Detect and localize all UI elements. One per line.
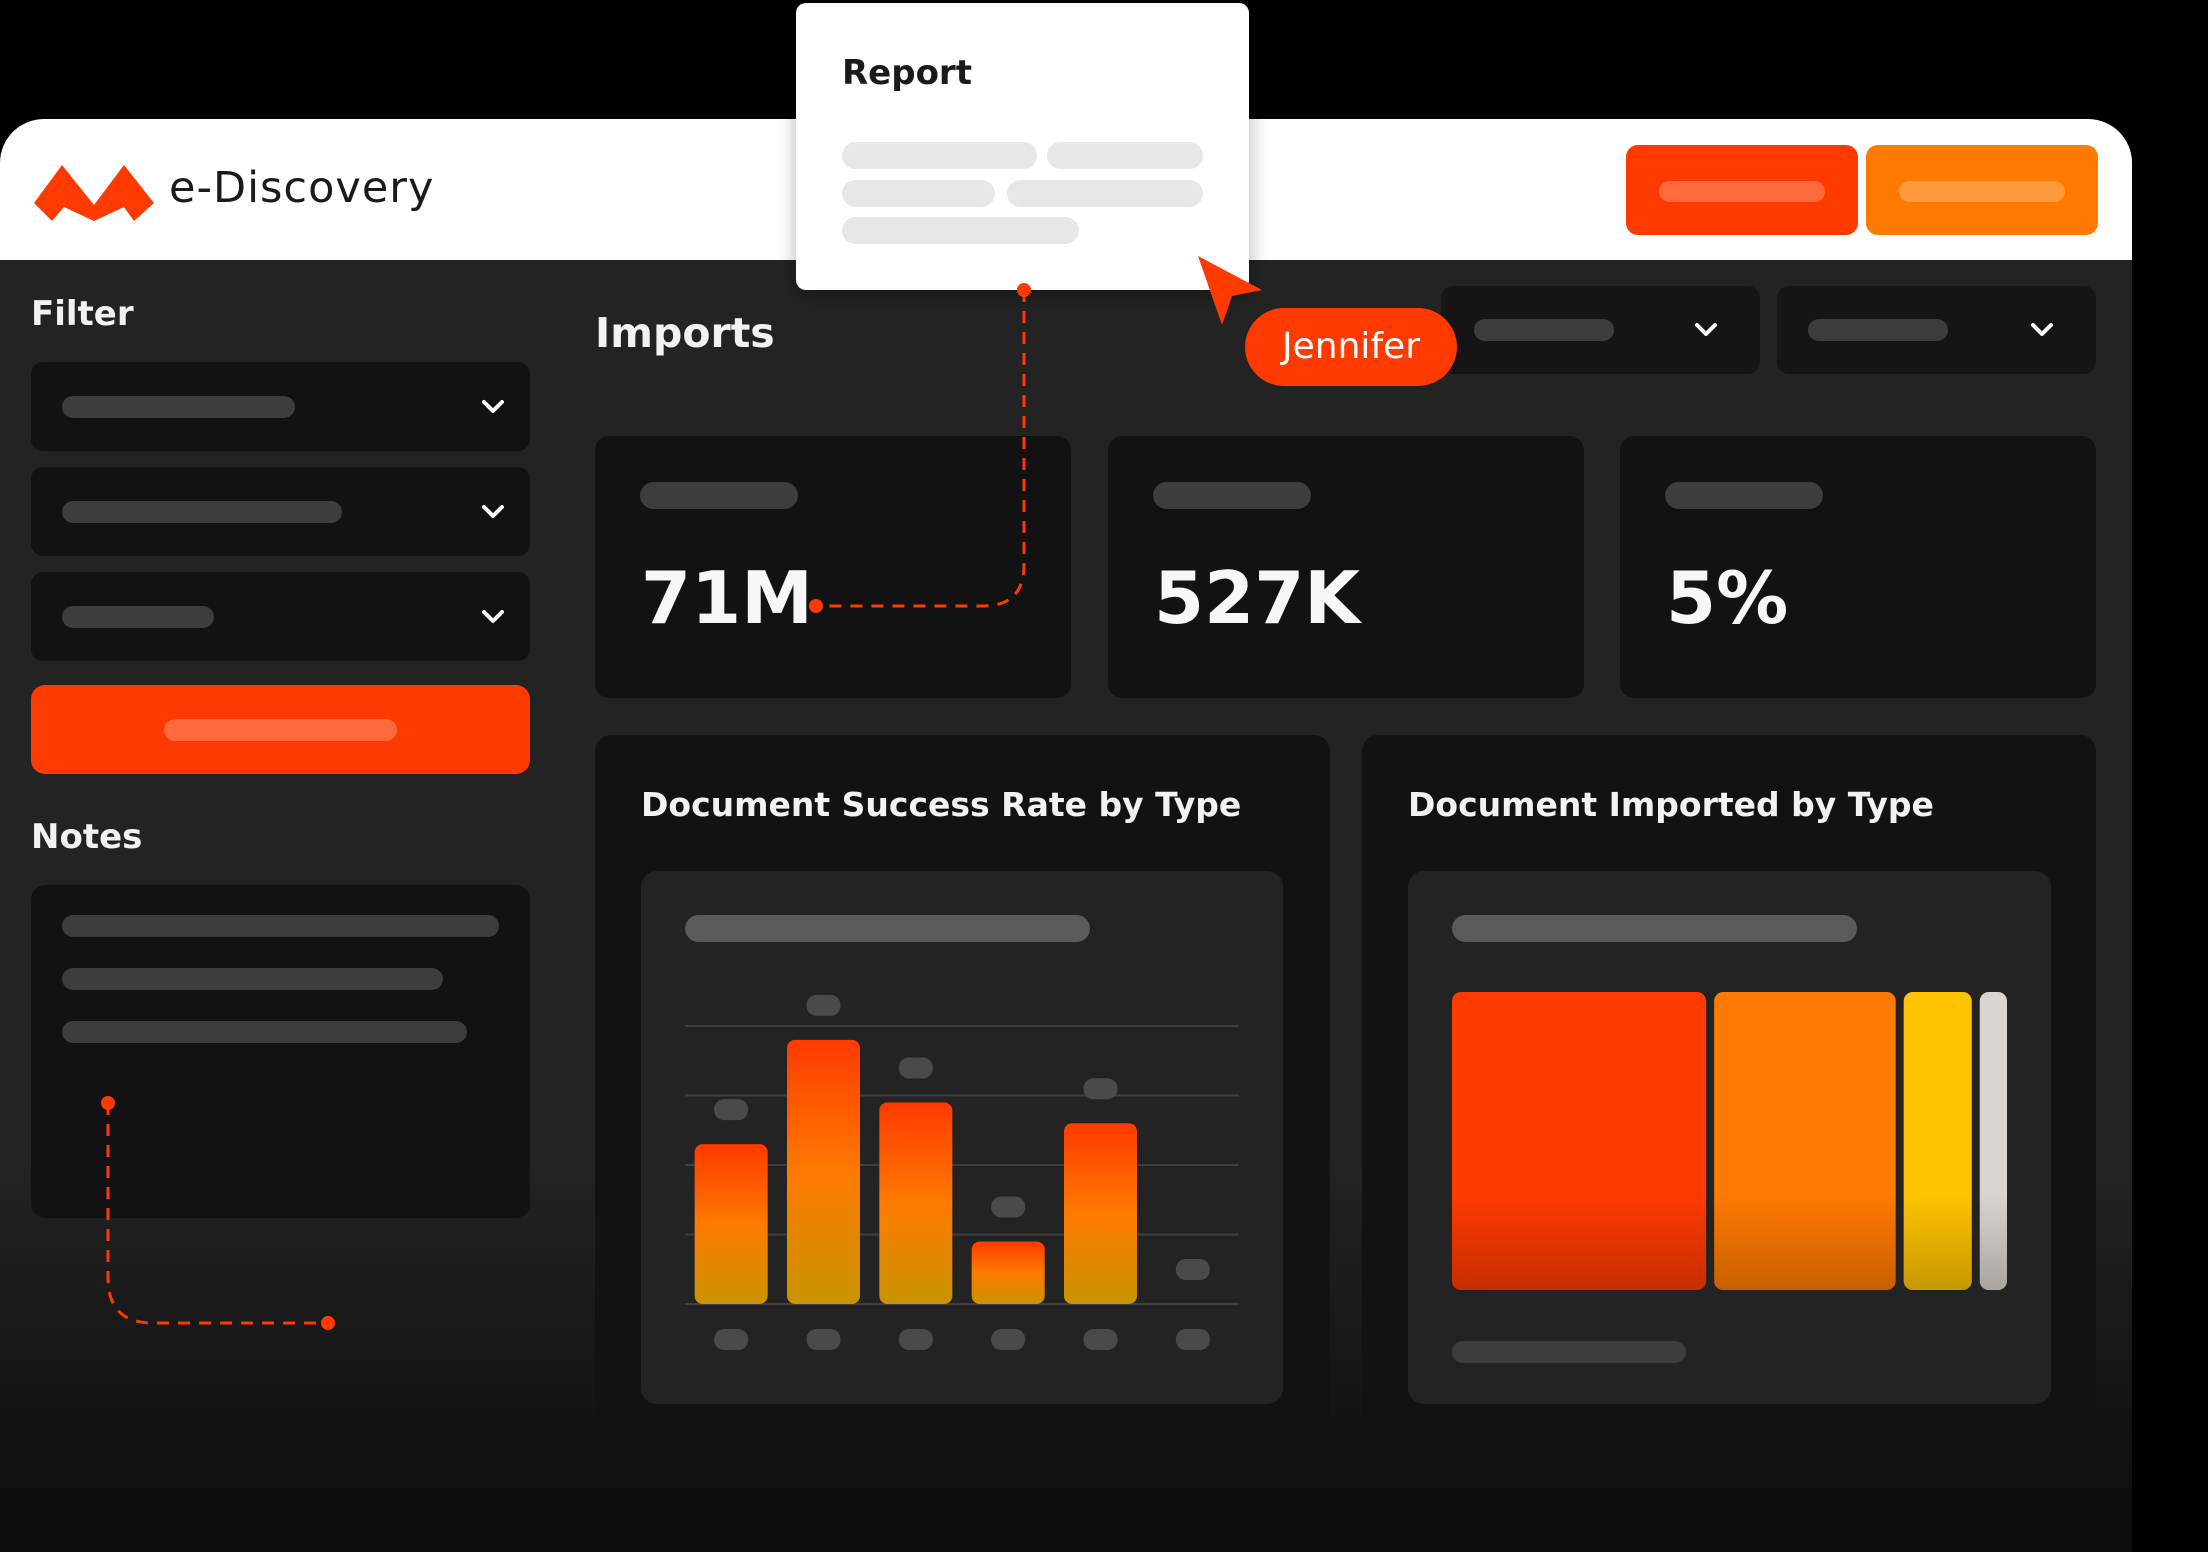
chevron-down-icon xyxy=(1695,323,1717,336)
scope-dropdown[interactable] xyxy=(1777,286,2096,374)
note-line xyxy=(62,1021,467,1043)
m-logo-icon xyxy=(34,165,154,221)
page-title: Imports xyxy=(595,309,775,357)
chevron-down-icon xyxy=(2031,323,2053,336)
popup-line xyxy=(1007,180,1203,207)
imported-card: Document Imported by Type xyxy=(1362,735,2096,1451)
category-label-placeholder xyxy=(714,1329,749,1350)
category-label-placeholder xyxy=(1083,1329,1118,1350)
popup-line xyxy=(842,217,1079,244)
chevron-down-icon xyxy=(482,610,504,623)
report-popup[interactable]: Report xyxy=(796,3,1249,290)
popup-title: Report xyxy=(842,53,972,93)
chart-footer-placeholder xyxy=(1452,1341,1686,1363)
bar xyxy=(694,1144,768,1304)
notes-panel[interactable] xyxy=(31,885,530,1218)
stat-card-3: 5% xyxy=(1620,436,2096,698)
app-title: e-Discovery xyxy=(169,163,435,213)
category-label-placeholder xyxy=(806,1329,841,1350)
button-label-placeholder xyxy=(1659,181,1825,202)
bar xyxy=(1064,1123,1137,1304)
chevron-down-icon xyxy=(482,505,504,518)
header-secondary-button[interactable] xyxy=(1866,145,2098,235)
button-label-placeholder xyxy=(164,719,397,741)
popup-line xyxy=(1047,142,1203,169)
category-label-placeholder xyxy=(898,1329,933,1350)
treemap-block-shade xyxy=(1979,992,2007,1290)
bar-value-label-placeholder xyxy=(1175,1259,1210,1280)
chart-title: Document Success Rate by Type xyxy=(641,785,1242,824)
popup-line xyxy=(842,180,995,207)
bar xyxy=(787,1039,860,1304)
treemap-block-shade xyxy=(1452,992,1707,1290)
filter-dropdown-3[interactable] xyxy=(31,572,530,661)
chevron-down-icon xyxy=(482,400,504,413)
bar-value-label-placeholder xyxy=(991,1196,1026,1218)
stat-value: 71M xyxy=(641,556,813,640)
category-label-placeholder xyxy=(1175,1329,1210,1350)
success-rate-card: Document Success Rate by Type xyxy=(595,735,1330,1451)
chart-subtitle-placeholder xyxy=(685,915,1090,942)
bar xyxy=(971,1241,1045,1304)
stat-value: 5% xyxy=(1666,556,1789,640)
treemap-block-shade xyxy=(1714,992,1896,1290)
note-line xyxy=(62,968,443,990)
date-range-dropdown[interactable] xyxy=(1441,286,1760,374)
stat-card-1: 71M xyxy=(595,436,1071,698)
bar-value-label-placeholder xyxy=(1083,1078,1118,1100)
success-rate-bar-chart xyxy=(685,994,1239,1350)
apply-filter-button[interactable] xyxy=(31,685,530,774)
category-label-placeholder xyxy=(991,1329,1026,1350)
chart-subtitle-placeholder xyxy=(1452,915,1857,942)
stat-label-placeholder xyxy=(1665,482,1823,509)
app-window: e-Discovery Filter Notes Imports xyxy=(0,119,2132,1552)
stat-label-placeholder xyxy=(1153,482,1311,509)
dropdown-value-placeholder xyxy=(62,606,214,628)
stat-value: 527K xyxy=(1154,556,1361,640)
filter-dropdown-2[interactable] xyxy=(31,467,530,556)
stat-label-placeholder xyxy=(640,482,798,509)
stat-card-2: 527K xyxy=(1108,436,1584,698)
header-primary-button[interactable] xyxy=(1626,145,1858,235)
bar-value-label-placeholder xyxy=(898,1057,933,1079)
dropdown-value-placeholder xyxy=(62,501,342,523)
notes-title: Notes xyxy=(31,817,143,857)
treemap-block-shade xyxy=(1903,992,1972,1290)
chart-title: Document Imported by Type xyxy=(1408,785,1934,824)
user-cursor-tag: Jennifer xyxy=(1245,308,1457,386)
popup-line xyxy=(842,142,1037,169)
bar-value-label-placeholder xyxy=(806,994,841,1016)
button-label-placeholder xyxy=(1899,181,2065,202)
bar-value-label-placeholder xyxy=(714,1099,749,1121)
note-line xyxy=(62,915,499,937)
chart-area xyxy=(1408,871,2051,1404)
imported-treemap-chart xyxy=(1452,992,2007,1290)
dropdown-value-placeholder xyxy=(62,396,295,418)
filter-title: Filter xyxy=(31,294,134,334)
dropdown-value-placeholder xyxy=(1808,319,1948,341)
dropdown-value-placeholder xyxy=(1474,319,1614,341)
chart-area xyxy=(641,871,1283,1404)
bar xyxy=(879,1102,953,1304)
filter-dropdown-1[interactable] xyxy=(31,362,530,451)
